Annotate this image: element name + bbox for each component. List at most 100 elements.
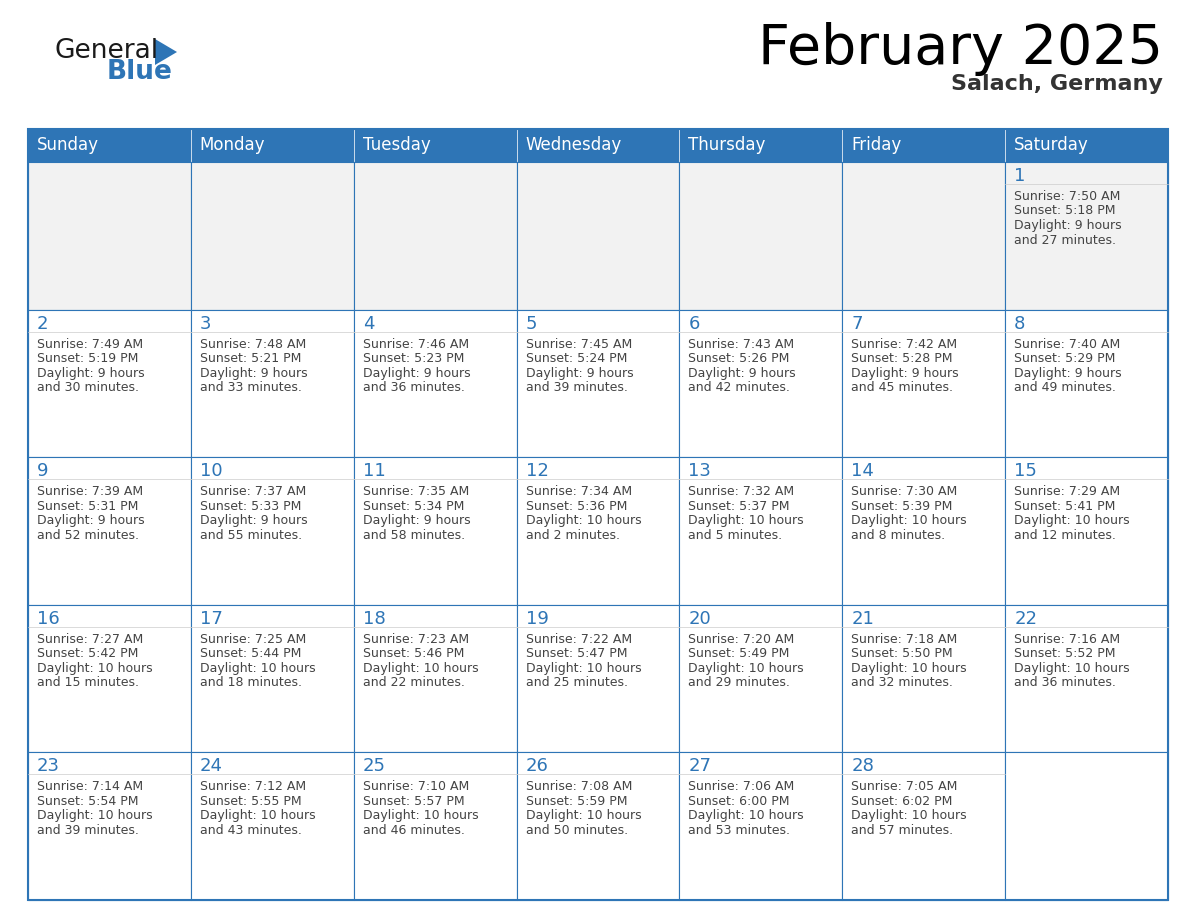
Text: Daylight: 9 hours: Daylight: 9 hours xyxy=(37,366,145,380)
Text: Daylight: 9 hours: Daylight: 9 hours xyxy=(525,366,633,380)
Text: and 43 minutes.: and 43 minutes. xyxy=(200,823,302,837)
Bar xyxy=(191,309,354,457)
Text: 18: 18 xyxy=(362,610,385,628)
Text: February 2025: February 2025 xyxy=(758,22,1163,76)
Bar xyxy=(29,753,191,900)
Bar xyxy=(842,605,1005,753)
Text: Sunrise: 7:14 AM: Sunrise: 7:14 AM xyxy=(37,780,143,793)
Text: Sunrise: 7:05 AM: Sunrise: 7:05 AM xyxy=(852,780,958,793)
Text: Sunrise: 7:29 AM: Sunrise: 7:29 AM xyxy=(1015,486,1120,498)
Text: Sunset: 6:00 PM: Sunset: 6:00 PM xyxy=(688,795,790,808)
Bar xyxy=(354,457,517,605)
Text: and 8 minutes.: and 8 minutes. xyxy=(852,529,946,542)
Bar xyxy=(191,129,354,162)
Bar xyxy=(517,162,680,309)
Text: Sunrise: 7:23 AM: Sunrise: 7:23 AM xyxy=(362,633,469,645)
Bar xyxy=(1005,457,1168,605)
Bar xyxy=(29,129,191,162)
Bar xyxy=(680,162,842,309)
Text: Salach, Germany: Salach, Germany xyxy=(952,74,1163,94)
Bar xyxy=(354,162,517,309)
Text: 24: 24 xyxy=(200,757,223,776)
Text: Sunset: 5:44 PM: Sunset: 5:44 PM xyxy=(200,647,302,660)
Bar xyxy=(1005,753,1168,900)
Text: Daylight: 10 hours: Daylight: 10 hours xyxy=(1015,662,1130,675)
Bar xyxy=(680,605,842,753)
Bar xyxy=(680,309,842,457)
Bar xyxy=(517,605,680,753)
Text: Sunrise: 7:48 AM: Sunrise: 7:48 AM xyxy=(200,338,307,351)
Text: Sunset: 5:47 PM: Sunset: 5:47 PM xyxy=(525,647,627,660)
Bar xyxy=(354,753,517,900)
Text: and 36 minutes.: and 36 minutes. xyxy=(1015,677,1116,689)
Text: Daylight: 9 hours: Daylight: 9 hours xyxy=(362,514,470,527)
Bar xyxy=(29,162,191,309)
Bar xyxy=(680,129,842,162)
Text: Daylight: 10 hours: Daylight: 10 hours xyxy=(37,810,152,823)
Bar xyxy=(1005,162,1168,309)
Text: and 39 minutes.: and 39 minutes. xyxy=(37,823,139,837)
Text: 3: 3 xyxy=(200,315,211,332)
Text: Sunrise: 7:12 AM: Sunrise: 7:12 AM xyxy=(200,780,307,793)
Text: 12: 12 xyxy=(525,462,549,480)
Text: Daylight: 10 hours: Daylight: 10 hours xyxy=(852,810,967,823)
Text: Sunrise: 7:46 AM: Sunrise: 7:46 AM xyxy=(362,338,469,351)
Bar xyxy=(354,129,517,162)
Text: Daylight: 9 hours: Daylight: 9 hours xyxy=(37,514,145,527)
Text: and 12 minutes.: and 12 minutes. xyxy=(1015,529,1116,542)
Text: Sunrise: 7:08 AM: Sunrise: 7:08 AM xyxy=(525,780,632,793)
Text: 20: 20 xyxy=(688,610,712,628)
Text: Sunrise: 7:49 AM: Sunrise: 7:49 AM xyxy=(37,338,143,351)
Text: Sunset: 5:36 PM: Sunset: 5:36 PM xyxy=(525,499,627,512)
Bar xyxy=(517,753,680,900)
Text: and 15 minutes.: and 15 minutes. xyxy=(37,677,139,689)
Text: Sunset: 5:57 PM: Sunset: 5:57 PM xyxy=(362,795,465,808)
Text: 27: 27 xyxy=(688,757,712,776)
Text: 6: 6 xyxy=(688,315,700,332)
Text: Sunrise: 7:30 AM: Sunrise: 7:30 AM xyxy=(852,486,958,498)
Text: Sunrise: 7:39 AM: Sunrise: 7:39 AM xyxy=(37,486,143,498)
Bar xyxy=(29,457,191,605)
Bar xyxy=(517,309,680,457)
Text: Sunrise: 7:35 AM: Sunrise: 7:35 AM xyxy=(362,486,469,498)
Text: and 53 minutes.: and 53 minutes. xyxy=(688,823,790,837)
Text: Daylight: 10 hours: Daylight: 10 hours xyxy=(688,662,804,675)
Text: 11: 11 xyxy=(362,462,385,480)
Text: Sunrise: 7:06 AM: Sunrise: 7:06 AM xyxy=(688,780,795,793)
Text: Sunrise: 7:40 AM: Sunrise: 7:40 AM xyxy=(1015,338,1120,351)
Text: Sunset: 5:23 PM: Sunset: 5:23 PM xyxy=(362,353,465,365)
Text: Daylight: 9 hours: Daylight: 9 hours xyxy=(362,366,470,380)
Text: Sunset: 5:26 PM: Sunset: 5:26 PM xyxy=(688,353,790,365)
Bar xyxy=(354,605,517,753)
Text: Daylight: 10 hours: Daylight: 10 hours xyxy=(200,810,316,823)
Text: and 36 minutes.: and 36 minutes. xyxy=(362,381,465,394)
Text: Sunset: 5:41 PM: Sunset: 5:41 PM xyxy=(1015,499,1116,512)
Bar xyxy=(1005,605,1168,753)
Text: and 25 minutes.: and 25 minutes. xyxy=(525,677,627,689)
Text: Daylight: 10 hours: Daylight: 10 hours xyxy=(852,662,967,675)
Bar xyxy=(29,605,191,753)
Text: Saturday: Saturday xyxy=(1015,137,1089,154)
Text: Daylight: 10 hours: Daylight: 10 hours xyxy=(200,662,316,675)
Text: 9: 9 xyxy=(37,462,49,480)
Text: Sunset: 5:19 PM: Sunset: 5:19 PM xyxy=(37,353,138,365)
Text: 19: 19 xyxy=(525,610,549,628)
Text: 16: 16 xyxy=(37,610,59,628)
Text: Sunset: 5:54 PM: Sunset: 5:54 PM xyxy=(37,795,139,808)
Text: 13: 13 xyxy=(688,462,712,480)
Text: Sunset: 5:55 PM: Sunset: 5:55 PM xyxy=(200,795,302,808)
Text: Daylight: 9 hours: Daylight: 9 hours xyxy=(200,366,308,380)
Bar xyxy=(1005,309,1168,457)
Text: Sunset: 5:31 PM: Sunset: 5:31 PM xyxy=(37,499,138,512)
Text: Sunrise: 7:34 AM: Sunrise: 7:34 AM xyxy=(525,486,632,498)
Text: Tuesday: Tuesday xyxy=(362,137,430,154)
Text: 25: 25 xyxy=(362,757,386,776)
Text: Sunset: 6:02 PM: Sunset: 6:02 PM xyxy=(852,795,953,808)
Text: and 57 minutes.: and 57 minutes. xyxy=(852,823,954,837)
Text: and 30 minutes.: and 30 minutes. xyxy=(37,381,139,394)
Text: Daylight: 9 hours: Daylight: 9 hours xyxy=(1015,219,1121,232)
Text: Sunrise: 7:25 AM: Sunrise: 7:25 AM xyxy=(200,633,307,645)
Text: and 18 minutes.: and 18 minutes. xyxy=(200,677,302,689)
Text: Daylight: 9 hours: Daylight: 9 hours xyxy=(852,366,959,380)
Text: Sunrise: 7:18 AM: Sunrise: 7:18 AM xyxy=(852,633,958,645)
